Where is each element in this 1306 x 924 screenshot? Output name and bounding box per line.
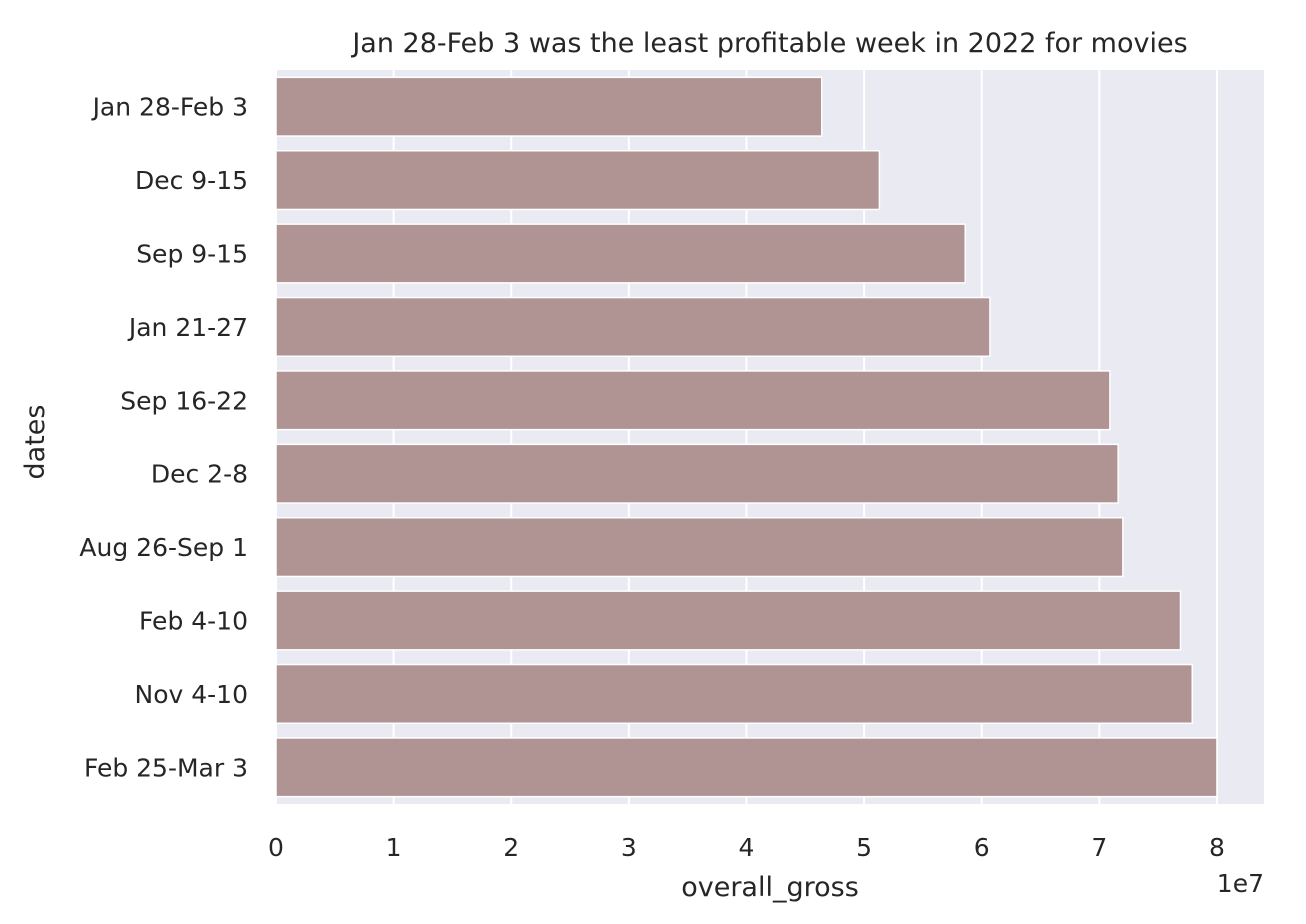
y-tick-labels: Jan 28-Feb 3 Dec 9-15 Sep 9-15 Jan 21-27 Sep… (79, 93, 248, 783)
y-tick-label: Dec 2-8 (151, 460, 248, 489)
y-tick-label: Sep 9-15 (136, 240, 248, 269)
y-tick-label: Feb 4-10 (139, 607, 248, 636)
y-tick-label: Dec 9-15 (135, 166, 248, 195)
x-tick-label: 7 (1091, 833, 1107, 862)
bar (275, 516, 1124, 578)
y-tick-label: Jan 21-27 (127, 313, 248, 342)
bar (275, 149, 881, 211)
y-tick-label: Aug 26-Sep 1 (79, 533, 248, 562)
x-tick-label: 2 (503, 833, 519, 862)
bar (275, 590, 1182, 651)
bar (275, 223, 966, 284)
y-axis-label: dates (20, 405, 51, 480)
y-tick-label: Jan 28-Feb 3 (91, 93, 248, 122)
x-tick-label: 5 (856, 833, 872, 862)
bar (275, 296, 991, 358)
bar (275, 76, 823, 137)
x-tick-label: 3 (621, 833, 637, 862)
y-tick-label: Sep 16-22 (120, 386, 248, 415)
x-tick-label: 6 (974, 833, 990, 862)
bars (275, 76, 1218, 798)
bar (275, 737, 1218, 798)
bar (275, 663, 1194, 725)
y-tick-label: Nov 4-10 (135, 680, 248, 709)
x-tick-labels: 0 1 2 3 4 5 6 7 8 (268, 833, 1225, 862)
x-tick-label: 4 (739, 833, 755, 862)
x-tick-label: 1 (386, 833, 402, 862)
x-tick-label: 8 (1209, 833, 1225, 862)
x-tick-label: 0 (268, 833, 284, 862)
x-axis-label: overall_gross (681, 872, 859, 903)
x-axis-offset-text: 1e7 (1217, 869, 1264, 898)
y-tick-label: Feb 25-Mar 3 (84, 753, 248, 782)
bar (275, 370, 1111, 431)
chart-title: Jan 28-Feb 3 was the least profitable we… (350, 28, 1187, 59)
bar (275, 443, 1119, 504)
